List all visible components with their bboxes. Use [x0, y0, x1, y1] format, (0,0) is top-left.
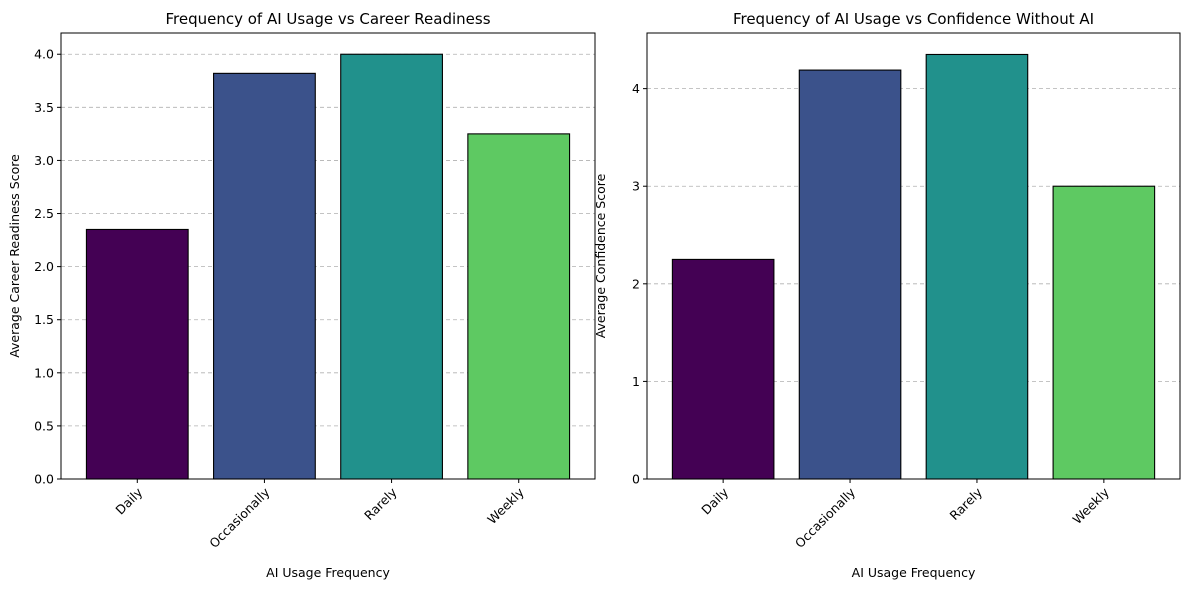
y-axis-label: Average Career Readiness Score — [7, 154, 22, 358]
y-tick-label: 0.5 — [34, 418, 54, 433]
bar-rarely — [340, 53, 443, 480]
y-tick-label: 1.0 — [34, 365, 54, 380]
x-tick-label: Weekly — [1069, 484, 1112, 527]
x-tick-label: Weekly — [484, 484, 527, 527]
x-tick-label: Occasionally — [206, 484, 273, 551]
y-tick-label: 3 — [632, 179, 640, 194]
bar-weekly — [467, 133, 571, 480]
x-axis-label: AI Usage Frequency — [266, 565, 390, 580]
x-tick-label: Rarely — [947, 484, 986, 523]
bar-occasionally — [213, 72, 316, 480]
chart-title: Frequency of AI Usage vs Career Readines… — [165, 10, 490, 28]
chart-confidence: Daily Occasionally Rarely Weekly 0 1 2 3 4 Freque… — [593, 10, 1181, 580]
y-axis-label: Average Confidence Score — [593, 173, 608, 338]
y-tick-label: 1.5 — [34, 312, 54, 327]
bar-daily — [85, 228, 189, 480]
y-tick-label: 4.0 — [34, 47, 54, 62]
bar-rarely — [925, 53, 1029, 480]
axes-frame — [60, 32, 596, 480]
bar-weekly — [1052, 185, 1156, 480]
x-tick-label: Daily — [112, 484, 145, 517]
chart-career-readiness: Daily Occasionally Rarely Weekly 0.0 0.5 1.0 1.… — [7, 10, 596, 580]
x-tick-label: Rarely — [361, 484, 400, 523]
plot-area — [61, 53, 595, 480]
x-axis-label: AI Usage Frequency — [852, 565, 976, 580]
y-tick-label: 2.0 — [34, 259, 54, 274]
y-tick-label: 0 — [632, 472, 640, 487]
y-tick-label: 4 — [632, 81, 640, 96]
chart-title: Frequency of AI Usage vs Confidence With… — [733, 10, 1094, 28]
bar-daily — [671, 258, 775, 480]
axes-frame — [646, 32, 1181, 480]
x-tick-label: Occasionally — [792, 484, 859, 551]
x-tick-label: Daily — [698, 484, 731, 517]
y-tick-label: 1 — [632, 374, 640, 389]
plot-area — [647, 53, 1180, 480]
y-tick-label: 3.0 — [34, 153, 54, 168]
y-tick-label: 2.5 — [34, 206, 54, 221]
y-tick-label: 0.0 — [34, 472, 54, 487]
y-tick-label: 2 — [632, 276, 640, 291]
bar-occasionally — [798, 69, 902, 480]
y-tick-label: 3.5 — [34, 100, 54, 115]
